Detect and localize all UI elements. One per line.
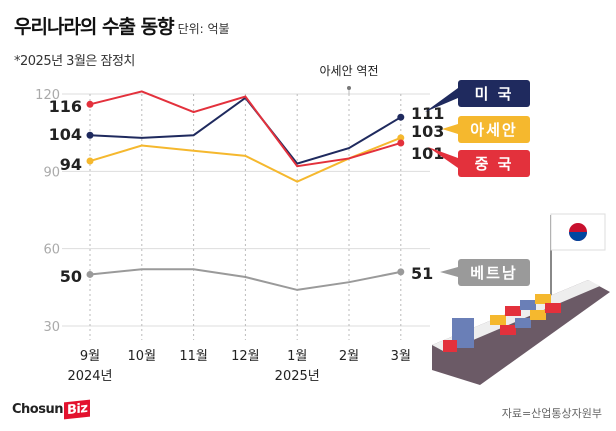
x-tick-label: 9월 bbox=[80, 349, 100, 364]
chart-note: *2025년 3월은 잠정치 bbox=[14, 54, 135, 69]
end-point bbox=[397, 139, 405, 147]
start-point bbox=[86, 270, 94, 278]
cargo-container bbox=[490, 315, 506, 325]
tag-pointer bbox=[425, 88, 458, 112]
series-tag-label: 베트남 bbox=[470, 264, 517, 282]
annotation-label: 아세안 역전 bbox=[319, 64, 378, 78]
year-label: 2024년 bbox=[67, 369, 112, 384]
start-value-label: 104 bbox=[49, 125, 82, 144]
y-tick-label: 120 bbox=[35, 88, 60, 103]
start-point bbox=[86, 100, 94, 108]
unit-label: 단위: 억불 bbox=[177, 22, 230, 36]
series-line-2 bbox=[89, 90, 402, 168]
end-point bbox=[397, 268, 405, 276]
series-tag bbox=[458, 116, 530, 143]
x-tick-label: 3월 bbox=[391, 349, 411, 364]
x-tick-label: 2월 bbox=[339, 349, 359, 364]
start-point bbox=[86, 131, 94, 139]
x-tick-label: 1월 bbox=[287, 349, 307, 364]
cargo-container bbox=[545, 303, 561, 313]
series-tag bbox=[458, 259, 530, 286]
start-value-label: 50 bbox=[60, 267, 82, 286]
end-value-label: 103 bbox=[411, 122, 444, 141]
cargo-container bbox=[515, 318, 531, 328]
start-value-label: 94 bbox=[60, 155, 82, 174]
year-label: 2025년 bbox=[275, 369, 320, 384]
y-tick-label: 60 bbox=[43, 243, 60, 258]
tag-pointer bbox=[440, 267, 458, 277]
flag-taeguk-blue bbox=[569, 232, 587, 241]
end-value-label: 51 bbox=[411, 264, 433, 283]
series-tag bbox=[458, 80, 530, 107]
source-note: 자료=산업통상자원부 bbox=[501, 407, 602, 420]
start-value-label: 116 bbox=[49, 97, 82, 116]
tag-pointer bbox=[442, 124, 458, 134]
cargo-container bbox=[500, 325, 516, 335]
cargo-container bbox=[520, 300, 536, 310]
series-line-3 bbox=[89, 268, 401, 291]
y-tick-label: 30 bbox=[43, 320, 60, 335]
chart-title: 우리나라의 수출 동향 단위: 억불 bbox=[14, 16, 230, 38]
end-value-label: 111 bbox=[411, 104, 444, 123]
end-point bbox=[397, 134, 405, 142]
annotation-dot bbox=[347, 86, 351, 90]
x-tick-label: 10월 bbox=[128, 349, 157, 364]
x-tick-label: 12월 bbox=[231, 349, 260, 364]
series-tag bbox=[458, 150, 530, 177]
start-point bbox=[86, 157, 94, 165]
cargo-container bbox=[505, 306, 521, 316]
ship-bridge bbox=[452, 318, 474, 348]
cargo-container bbox=[535, 294, 551, 304]
series-tag-label: 중 국 bbox=[475, 155, 514, 173]
chosunbiz-logo: Chosun Biz bbox=[12, 399, 91, 420]
y-tick-label: 90 bbox=[43, 165, 60, 180]
end-value-label: 101 bbox=[411, 144, 444, 163]
tag-pointer bbox=[428, 147, 458, 168]
cargo-container bbox=[530, 310, 546, 320]
end-point bbox=[397, 113, 405, 121]
ship-box bbox=[443, 340, 457, 352]
series-tag-label: 미 국 bbox=[475, 85, 514, 103]
ship-hull bbox=[432, 280, 610, 385]
series-tag-label: 아세안 bbox=[470, 121, 517, 139]
x-tick-label: 11월 bbox=[179, 349, 208, 364]
